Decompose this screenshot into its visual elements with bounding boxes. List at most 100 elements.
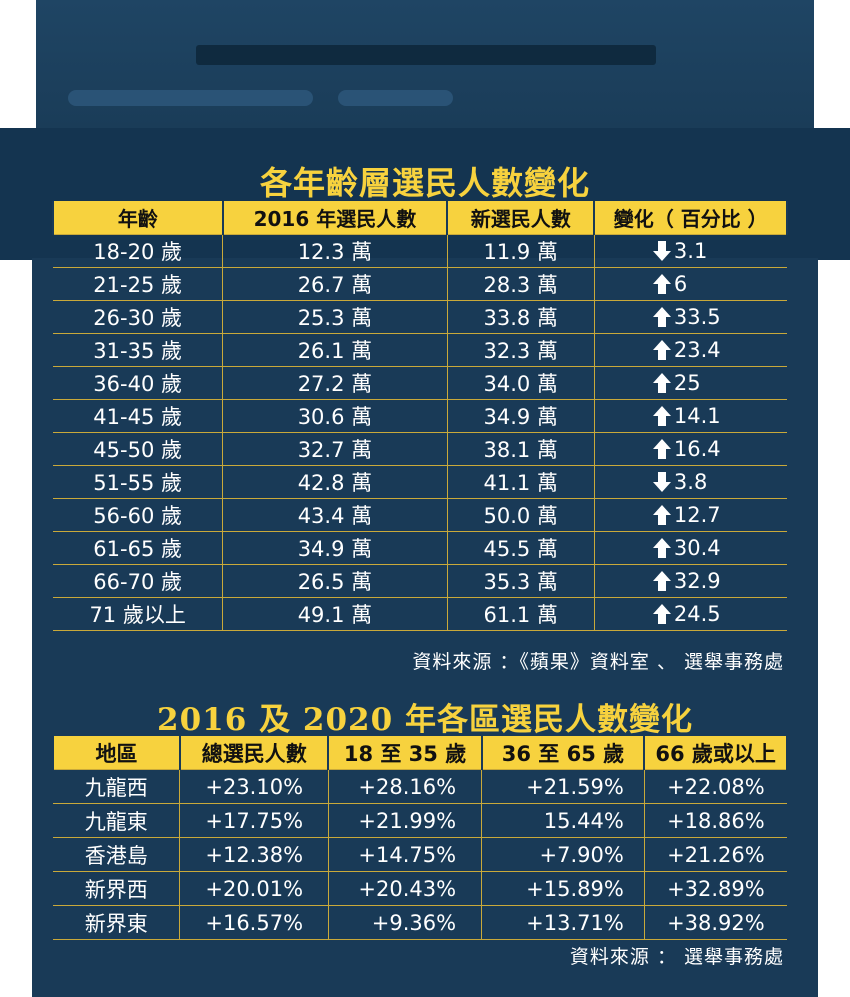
voters-2016-cell: 25.3 萬 <box>222 300 448 334</box>
age-cell: 31-35 歲 <box>53 333 224 367</box>
col-header-66-plus: 66 歲或以上 <box>643 736 788 770</box>
table-row: 新界西 +20.01% +20.43% +15.89% +32.89% <box>53 871 787 906</box>
arrow-up-icon <box>652 538 671 558</box>
table-row: 45-50 歲 32.7 萬 38.1 萬 16.4 <box>53 432 787 466</box>
new-voters-cell: 34.0 萬 <box>446 366 595 400</box>
table-row: 51-55 歲 42.8 萬 41.1 萬 3.8 <box>53 465 787 499</box>
arrow-up-icon <box>652 439 671 459</box>
age-66-plus-cell: +38.92% <box>643 905 787 940</box>
change-cell: 3.1 <box>593 234 787 268</box>
arrow-up-icon <box>652 340 671 360</box>
voters-2016-cell: 26.1 萬 <box>222 333 448 367</box>
total-cell: +20.01% <box>179 871 329 906</box>
age-cell: 61-65 歲 <box>53 531 224 565</box>
ballot-box-top <box>36 0 814 130</box>
region-cell: 九龍西 <box>53 769 181 804</box>
arrow-up-icon <box>652 604 671 624</box>
new-voters-cell: 28.3 萬 <box>446 267 595 301</box>
change-value: 14.1 <box>673 404 721 428</box>
age-18-35-cell: +9.36% <box>327 905 483 940</box>
table-row: 21-25 歲 26.7 萬 28.3 萬 6 <box>53 267 787 301</box>
change-value: 16.4 <box>673 437 721 461</box>
arrow-up-icon <box>652 571 671 591</box>
table-row: 56-60 歲 43.4 萬 50.0 萬 12.7 <box>53 498 787 532</box>
age-cell: 45-50 歲 <box>53 432 224 466</box>
change-value: 3.8 <box>673 470 708 494</box>
table-row: 新界東 +16.57% +9.36% +13.71% +38.92% <box>53 905 787 940</box>
age-36-65-cell: +13.71% <box>481 905 645 940</box>
new-voters-cell: 41.1 萬 <box>446 465 595 499</box>
col-header-change: 變化（ 百分比 ） <box>593 201 788 235</box>
box-highlight <box>68 90 313 106</box>
total-cell: +12.38% <box>179 837 329 872</box>
new-voters-cell: 38.1 萬 <box>446 432 595 466</box>
new-voters-cell: 61.1 萬 <box>446 597 595 631</box>
change-value: 30.4 <box>673 536 721 560</box>
table2-source: 資料來源 ： 選舉事務處 <box>569 946 784 968</box>
change-cell: 25 <box>593 366 787 400</box>
age-66-plus-cell: +18.86% <box>643 803 787 838</box>
region-voter-table: 地區 總選民人數 18 至 35 歲 36 至 65 歲 66 歲或以上 九龍西… <box>52 736 788 940</box>
change-cell: 33.5 <box>593 300 787 334</box>
change-cell: 6 <box>593 267 787 301</box>
table-row: 26-30 歲 25.3 萬 33.8 萬 33.5 <box>53 300 787 334</box>
change-value: 23.4 <box>673 338 721 362</box>
table-row: 31-35 歲 26.1 萬 32.3 萬 23.4 <box>53 333 787 367</box>
age-cell: 56-60 歲 <box>53 498 224 532</box>
age-cell: 18-20 歲 <box>53 234 224 268</box>
voters-2016-cell: 43.4 萬 <box>222 498 448 532</box>
age-18-35-cell: +14.75% <box>327 837 483 872</box>
age-36-65-cell: +15.89% <box>481 871 645 906</box>
change-cell: 14.1 <box>593 399 787 433</box>
age-18-35-cell: +20.43% <box>327 871 483 906</box>
table-row: 71 歲以上 49.1 萬 61.1 萬 24.5 <box>53 597 787 631</box>
change-value: 12.7 <box>673 503 721 527</box>
col-header-region: 地區 <box>52 736 181 770</box>
table-row: 18-20 歲 12.3 萬 11.9 萬 3.1 <box>53 234 787 268</box>
table2-title: 2016 及 2020 年各區選民人數變化 <box>157 702 693 738</box>
col-header-age: 年齡 <box>52 201 224 235</box>
voters-2016-cell: 12.3 萬 <box>222 234 448 268</box>
change-value: 33.5 <box>673 305 721 329</box>
new-voters-cell: 50.0 萬 <box>446 498 595 532</box>
change-cell: 30.4 <box>593 531 787 565</box>
region-cell: 新界西 <box>53 871 181 906</box>
box-highlight <box>338 90 453 106</box>
new-voters-cell: 45.5 萬 <box>446 531 595 565</box>
voters-2016-cell: 34.9 萬 <box>222 531 448 565</box>
total-cell: +17.75% <box>179 803 329 838</box>
voters-2016-cell: 32.7 萬 <box>222 432 448 466</box>
age-cell: 71 歲以上 <box>53 597 224 631</box>
change-cell: 12.7 <box>593 498 787 532</box>
arrow-down-icon <box>652 472 671 492</box>
region-cell: 新界東 <box>53 905 181 940</box>
new-voters-cell: 34.9 萬 <box>446 399 595 433</box>
voters-2016-cell: 42.8 萬 <box>222 465 448 499</box>
arrow-down-icon <box>652 241 671 261</box>
change-value: 24.5 <box>673 602 721 626</box>
table-row: 41-45 歲 30.6 萬 34.9 萬 14.1 <box>53 399 787 433</box>
change-value: 32.9 <box>673 569 721 593</box>
table-row: 九龍東 +17.75% +21.99% 15.44% +18.86% <box>53 803 787 838</box>
age-cell: 36-40 歲 <box>53 366 224 400</box>
change-value: 6 <box>673 272 688 296</box>
col-header-36-65: 36 至 65 歲 <box>480 736 646 770</box>
voters-2016-cell: 26.5 萬 <box>222 564 448 598</box>
age-18-35-cell: +21.99% <box>327 803 483 838</box>
table-row: 66-70 歲 26.5 萬 35.3 萬 32.9 <box>53 564 787 598</box>
change-cell: 16.4 <box>593 432 787 466</box>
table1-source: 資料來源 ：《蘋果》資料室 、 選舉事務處 <box>412 651 784 673</box>
age-voter-table: 年齡 2016 年選民人數 新選民人數 變化（ 百分比 ） 18-20 歲 12.… <box>52 201 788 631</box>
table-row: 九龍西 +23.10% +28.16% +21.59% +22.08% <box>53 769 787 804</box>
change-cell: 24.5 <box>593 597 787 631</box>
new-voters-cell: 33.8 萬 <box>446 300 595 334</box>
age-36-65-cell: 15.44% <box>481 803 645 838</box>
col-header-2016: 2016 年選民人數 <box>221 201 449 235</box>
arrow-up-icon <box>652 307 671 327</box>
new-voters-cell: 11.9 萬 <box>446 234 595 268</box>
table-row: 61-65 歲 34.9 萬 45.5 萬 30.4 <box>53 531 787 565</box>
total-cell: +23.10% <box>179 769 329 804</box>
age-66-plus-cell: +21.26% <box>643 837 787 872</box>
change-value: 3.1 <box>673 239 708 263</box>
age-36-65-cell: +7.90% <box>481 837 645 872</box>
